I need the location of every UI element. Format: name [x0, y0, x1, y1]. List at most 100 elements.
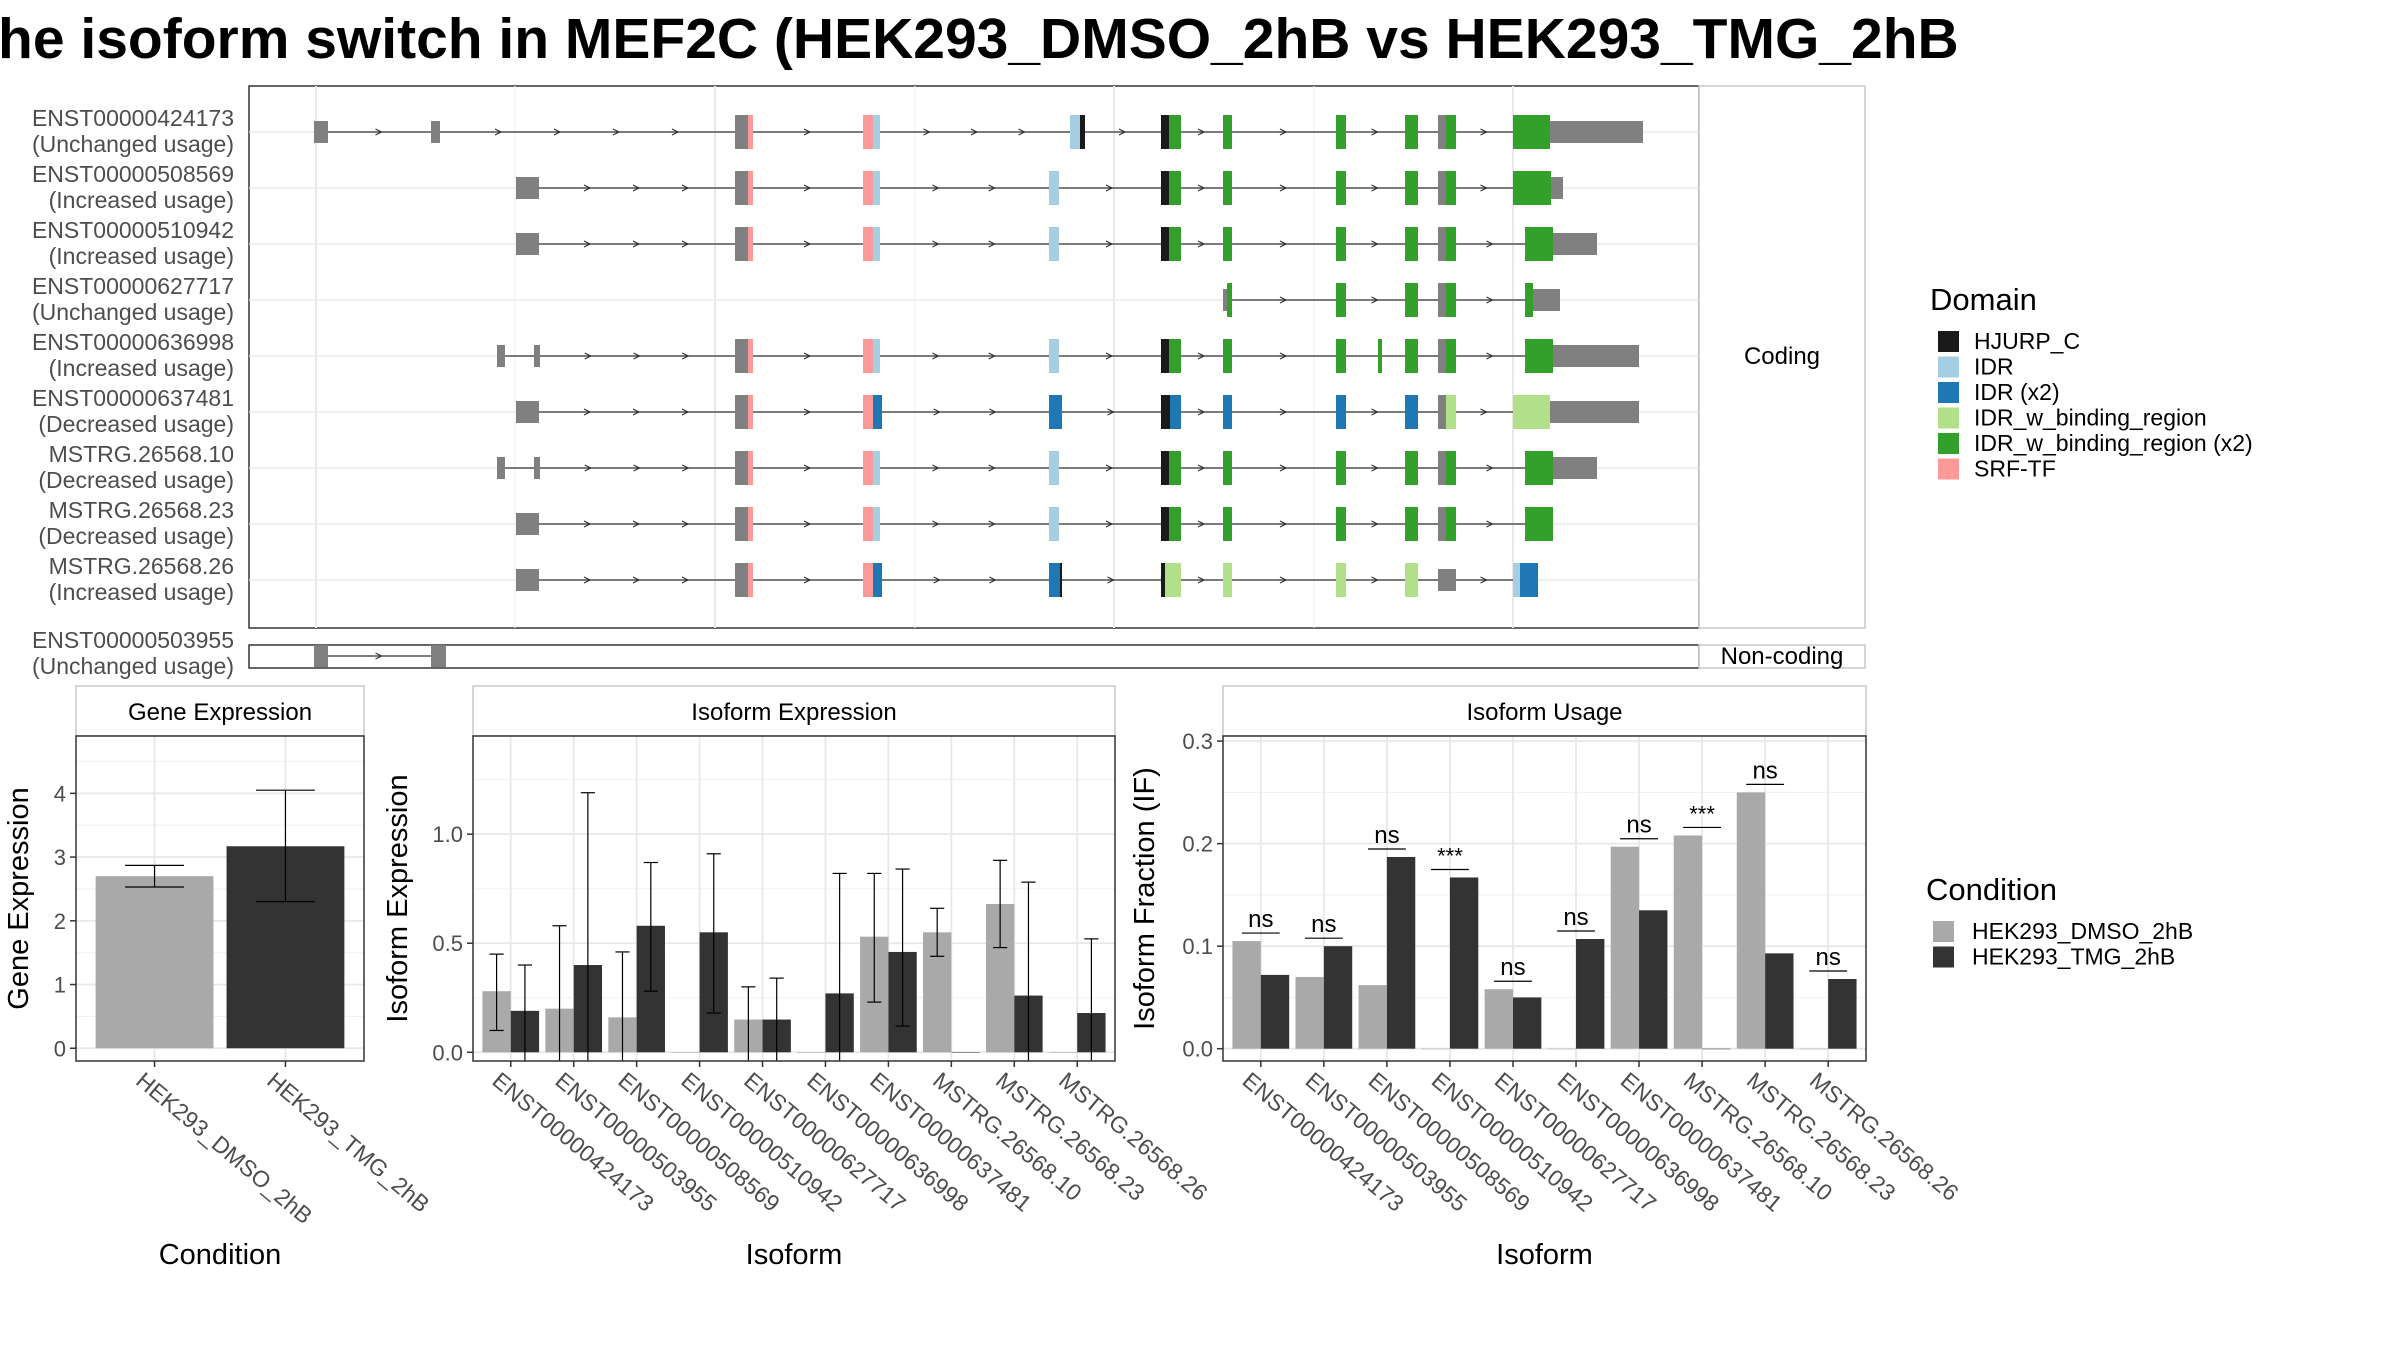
- noncoding-transcripts: [314, 645, 446, 667]
- direction-arrow: [803, 128, 812, 136]
- cds-exon: [1438, 171, 1446, 205]
- direction-arrow: [1107, 408, 1115, 416]
- direction-arrow: [681, 576, 690, 584]
- utr-exon: [516, 177, 539, 199]
- cds-exon: [1161, 115, 1169, 149]
- direction-arrow: [1197, 352, 1206, 360]
- utr-exon: [1553, 457, 1597, 479]
- bar: [1048, 1052, 1078, 1053]
- transcript-model: [497, 451, 1597, 485]
- coding-strip-label: Coding: [1744, 343, 1820, 370]
- cds-exon: [748, 171, 753, 205]
- direction-arrow: [494, 128, 503, 136]
- chart-title: Gene Expression: [128, 699, 312, 726]
- cds-exon: [748, 395, 753, 429]
- direction-arrow: [1371, 520, 1379, 528]
- facet-strip: [1222, 685, 1867, 737]
- utr-exon: [516, 401, 539, 423]
- direction-arrow: [988, 464, 997, 472]
- transcript-usage-label: (Increased usage): [49, 187, 234, 213]
- cds-exon: [863, 339, 873, 373]
- condition-legend-title: Condition: [1926, 872, 2057, 907]
- transcript-structure-panel: Coding Non-coding: [248, 85, 1866, 670]
- domain-legend-key: [1938, 407, 1959, 429]
- cds-exon: [735, 563, 748, 597]
- cds-exon: [1525, 227, 1553, 261]
- domain-legend-label: HJURP_C: [1974, 328, 2080, 354]
- utr-exon: [1553, 345, 1639, 367]
- isoform-expression-chart: Isoform Expression0.00.51.0ENST000004241…: [382, 685, 1213, 1271]
- direction-arrow: [375, 652, 383, 660]
- cds-exon: [1438, 451, 1446, 485]
- transcript-usage-label: (Decreased usage): [38, 467, 234, 493]
- cds-exon: [1336, 115, 1346, 149]
- cds-exon: [1223, 339, 1232, 373]
- cds-exon: [1161, 395, 1170, 429]
- noncoding-panel-frame: [248, 644, 1700, 669]
- cds-exon: [873, 171, 880, 205]
- transcript-id-label: ENST00000637481: [32, 385, 234, 411]
- direction-arrow: [1279, 576, 1288, 584]
- bar: [1449, 877, 1479, 1049]
- direction-arrow: [988, 520, 997, 528]
- cds-exon: [873, 115, 880, 149]
- cds-exon: [1513, 171, 1551, 205]
- cds-exon: [1336, 451, 1346, 485]
- significance-label: ns: [1815, 944, 1840, 971]
- significance-label: ns: [1311, 911, 1336, 938]
- figure-title: he isoform switch in MEF2C (HEK293_DMSO_…: [0, 7, 1959, 71]
- direction-arrow: [932, 520, 940, 528]
- domain-legend-key: [1938, 356, 1959, 378]
- direction-arrow: [1197, 128, 1206, 136]
- cds-exon: [873, 339, 880, 373]
- cds-exon: [1446, 395, 1456, 429]
- cds-exon: [748, 563, 753, 597]
- utr-exon: [314, 121, 328, 143]
- cds-exon: [1525, 339, 1553, 373]
- direction-arrow: [584, 352, 593, 360]
- cds-exon: [1405, 171, 1418, 205]
- utr-exon: [431, 645, 446, 667]
- direction-arrow: [632, 520, 641, 528]
- utr-exon: [1533, 289, 1560, 311]
- transcript-usage-label: (Unchanged usage): [32, 653, 234, 679]
- cds-exon: [1336, 283, 1346, 317]
- cds-exon: [1070, 115, 1080, 149]
- direction-arrow: [1279, 520, 1288, 528]
- cds-exon: [1405, 283, 1418, 317]
- direction-arrow: [584, 464, 593, 472]
- cds-exon: [1405, 563, 1418, 597]
- bar: [1421, 1048, 1450, 1050]
- cds-exon: [1438, 283, 1446, 317]
- cds-exon: [1169, 507, 1181, 541]
- utr-exon: [1553, 233, 1597, 255]
- direction-arrow: [1371, 576, 1379, 584]
- transcript-id-label: MSTRG.26568.23: [49, 497, 234, 523]
- significance-label: ns: [1374, 822, 1399, 849]
- cds-exon: [735, 507, 748, 541]
- y-tick-label: 3: [54, 845, 66, 870]
- direction-arrow: [1279, 184, 1288, 192]
- cds-exon: [1161, 563, 1165, 597]
- cds-exon: [1336, 395, 1346, 429]
- direction-arrow: [632, 240, 641, 248]
- significance-label: ns: [1752, 757, 1777, 784]
- direction-arrow: [1480, 576, 1488, 584]
- cds-exon: [1227, 283, 1232, 317]
- cds-exon: [1405, 451, 1418, 485]
- cds-exon: [1438, 507, 1446, 541]
- direction-arrow: [681, 408, 690, 416]
- direction-arrow: [1197, 408, 1206, 416]
- bar: [1358, 985, 1387, 1049]
- direction-arrow: [1480, 128, 1488, 136]
- transcript-id-label: ENST00000503955: [32, 627, 234, 653]
- significance-label: ns: [1248, 906, 1273, 933]
- direction-arrow: [803, 184, 812, 192]
- transcript-usage-label: (Increased usage): [49, 355, 234, 381]
- cds-exon: [735, 115, 748, 149]
- direction-arrow: [1279, 128, 1288, 136]
- cds-exon: [1169, 339, 1181, 373]
- cds-exon: [1405, 395, 1418, 429]
- domain-legend-key: [1938, 433, 1959, 454]
